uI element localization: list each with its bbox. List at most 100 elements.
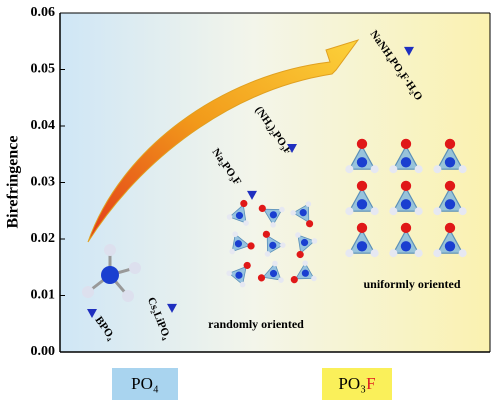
atom	[247, 242, 255, 250]
group-label: PO₄	[131, 374, 159, 393]
molecule	[258, 204, 285, 228]
molecule	[345, 222, 379, 258]
atom	[444, 241, 456, 252]
y-tick-label: 0.03	[31, 175, 56, 190]
atom	[389, 207, 398, 216]
molecule	[226, 199, 249, 226]
atom	[356, 157, 368, 168]
molecule-grids	[226, 138, 467, 288]
atom	[290, 210, 296, 216]
y-tick-label: 0.04	[31, 118, 56, 133]
atom	[235, 271, 243, 279]
atom	[444, 180, 456, 192]
atom	[302, 260, 308, 266]
atom	[444, 157, 456, 168]
atom	[433, 165, 442, 174]
data-point	[287, 144, 297, 154]
atom	[262, 230, 270, 238]
atom	[433, 249, 442, 258]
atom	[257, 274, 266, 282]
atom	[226, 214, 233, 220]
atom	[240, 199, 248, 208]
atom	[279, 206, 285, 213]
trend-arrow	[87, 39, 360, 243]
atom	[269, 269, 278, 278]
molecule	[433, 180, 467, 216]
data-point	[404, 46, 414, 56]
atom	[400, 138, 412, 150]
atom	[290, 276, 298, 284]
molecule	[262, 230, 286, 257]
atom	[458, 165, 467, 174]
data-point	[87, 309, 97, 319]
atom	[269, 211, 277, 219]
atom	[311, 238, 318, 244]
atom	[229, 248, 235, 255]
group-box	[112, 368, 178, 400]
atom	[264, 251, 271, 257]
atom	[269, 241, 277, 249]
atom	[300, 238, 309, 247]
atom	[458, 249, 467, 258]
atom	[414, 249, 423, 258]
atom	[272, 260, 278, 267]
group-label: PO₃F	[338, 374, 375, 393]
molecule	[257, 260, 284, 283]
molecule	[290, 201, 314, 228]
atom	[345, 165, 354, 174]
atom	[306, 220, 314, 228]
molecule	[226, 261, 251, 288]
molecule	[433, 222, 467, 258]
data-point	[167, 303, 177, 313]
atom	[400, 157, 412, 168]
atom	[356, 222, 368, 234]
atom	[232, 231, 239, 238]
atom	[234, 240, 243, 248]
atom	[301, 269, 309, 277]
molecule	[295, 232, 318, 259]
atom	[444, 222, 456, 234]
atom	[305, 201, 312, 207]
group-label-part: F	[366, 374, 375, 393]
y-tick-label: 0.00	[31, 344, 56, 359]
annotation: uniformly oriented	[364, 277, 461, 291]
atom	[414, 207, 423, 216]
y-tick-label: 0.02	[31, 231, 56, 246]
atom	[356, 199, 368, 210]
molecule	[389, 138, 423, 174]
atom	[356, 180, 368, 192]
molecule	[345, 180, 379, 216]
atom	[243, 261, 251, 270]
y-tick-label: 0.01	[31, 288, 56, 303]
group-box	[322, 368, 392, 400]
atom	[444, 199, 456, 210]
po4-molecule	[82, 244, 141, 302]
atom	[389, 165, 398, 174]
atom	[278, 277, 284, 283]
atom	[433, 207, 442, 216]
data-point	[247, 190, 257, 200]
annotation: randomly oriented	[208, 317, 304, 331]
molecule	[433, 138, 467, 174]
atom	[345, 249, 354, 258]
molecule	[389, 180, 423, 216]
atom	[414, 165, 423, 174]
molecule	[229, 231, 255, 255]
atom	[400, 222, 412, 234]
atom	[400, 241, 412, 252]
molecule	[290, 260, 317, 284]
atom	[235, 211, 244, 220]
y-tick-label: 0.06	[31, 5, 56, 20]
atom	[226, 270, 232, 277]
molecule	[345, 138, 379, 174]
atom	[400, 180, 412, 192]
atom	[311, 275, 317, 282]
atom	[258, 204, 266, 212]
molecule	[389, 222, 423, 258]
atom	[299, 209, 307, 217]
atom	[356, 138, 368, 150]
atom	[243, 220, 249, 226]
atom	[280, 242, 286, 248]
